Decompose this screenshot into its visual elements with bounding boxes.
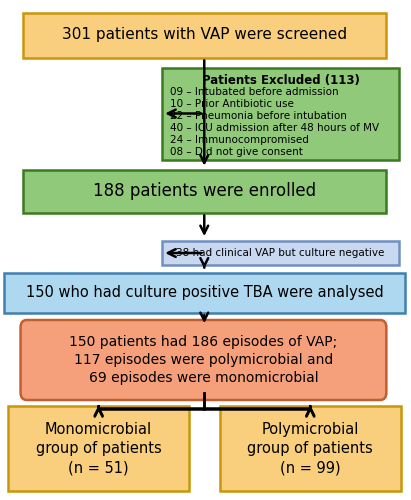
FancyBboxPatch shape — [220, 406, 401, 491]
Text: 10 – Prior Antibiotic use: 10 – Prior Antibiotic use — [170, 99, 293, 109]
FancyBboxPatch shape — [21, 320, 386, 400]
FancyBboxPatch shape — [8, 406, 189, 491]
Text: 150 who had culture positive TBA were analysed: 150 who had culture positive TBA were an… — [25, 285, 383, 300]
Text: 301 patients with VAP were screened: 301 patients with VAP were screened — [62, 28, 347, 42]
Text: 24 – Immunocompromised: 24 – Immunocompromised — [170, 135, 309, 145]
Text: 150 patients had 186 episodes of VAP;
117 episodes were polymicrobial and
69 epi: 150 patients had 186 episodes of VAP; 11… — [69, 335, 337, 385]
Text: 22 – Pneumonia before intubation: 22 – Pneumonia before intubation — [170, 111, 346, 121]
Text: Monomicrobial
group of patients
(n = 51): Monomicrobial group of patients (n = 51) — [36, 422, 162, 475]
FancyBboxPatch shape — [162, 68, 399, 160]
FancyBboxPatch shape — [23, 12, 386, 58]
Text: Patients Excluded (113): Patients Excluded (113) — [201, 74, 360, 87]
Text: 40 – ICU admission after 48 hours of MV: 40 – ICU admission after 48 hours of MV — [170, 123, 379, 133]
FancyBboxPatch shape — [4, 272, 405, 312]
FancyBboxPatch shape — [162, 241, 399, 265]
Text: 188 patients were enrolled: 188 patients were enrolled — [93, 182, 316, 200]
Text: 09 – Intubated before admission: 09 – Intubated before admission — [170, 87, 338, 97]
Text: Polymicrobial
group of patients
(n = 99): Polymicrobial group of patients (n = 99) — [247, 422, 373, 475]
Text: 38 had clinical VAP but culture negative: 38 had clinical VAP but culture negative — [176, 248, 385, 258]
FancyBboxPatch shape — [23, 170, 386, 212]
Text: 08 – Did not give consent: 08 – Did not give consent — [170, 147, 302, 157]
